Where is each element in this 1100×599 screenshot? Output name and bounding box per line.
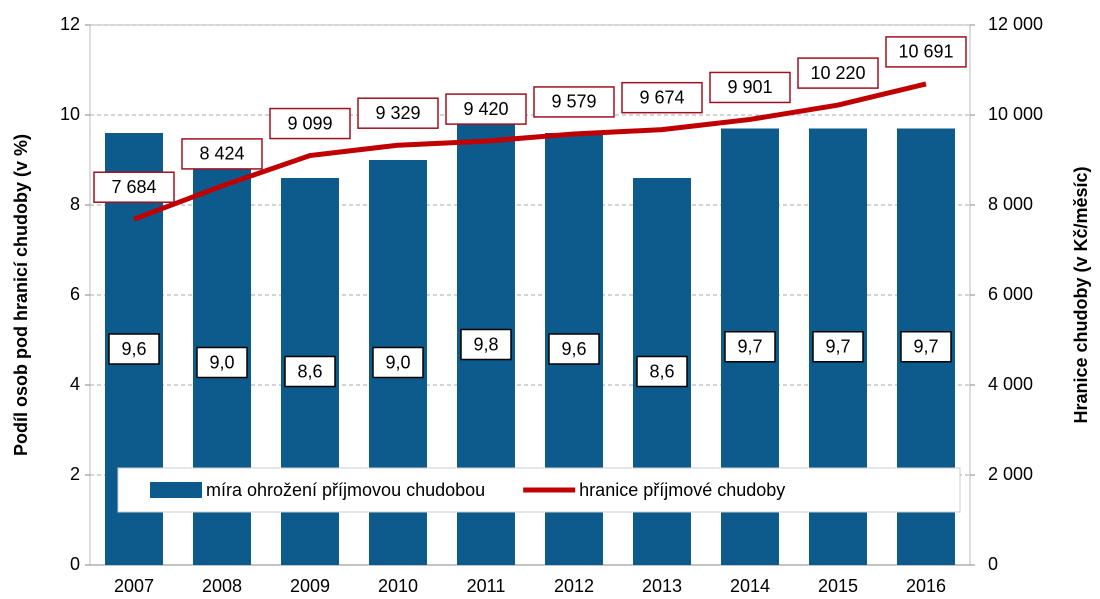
y2-tick-label: 4 000 — [988, 374, 1033, 394]
y2-tick-label: 12 000 — [988, 14, 1043, 34]
line-value-label-box — [93, 171, 175, 203]
legend-label: hranice příjmové chudoby — [579, 480, 785, 500]
y-tick-label: 6 — [70, 284, 80, 304]
bar-value-label-box — [460, 328, 512, 361]
x-tick-label: 2014 — [730, 576, 770, 596]
legend-swatch — [150, 482, 202, 498]
line-value-label: 9 329 — [375, 103, 420, 123]
bar-value-label-box — [372, 346, 424, 379]
bar-value-label: 9,7 — [825, 337, 850, 357]
bar-value-label: 9,8 — [473, 334, 498, 354]
line-value-label-box — [181, 138, 263, 170]
bar-value-label-box — [196, 346, 248, 379]
bar-value-label-box — [900, 331, 952, 363]
x-tick-label: 2008 — [202, 576, 242, 596]
bar-value-label: 9,6 — [561, 339, 586, 359]
line-value-label-box — [797, 57, 879, 89]
y2-tick-label: 0 — [988, 554, 998, 574]
y2-tick-label: 6 000 — [988, 284, 1033, 304]
y-tick-label: 2 — [70, 464, 80, 484]
line-value-label-box — [269, 107, 351, 140]
bar-value-label-box — [636, 355, 688, 388]
line-value-label: 9 420 — [463, 99, 508, 119]
line-value-label-box — [709, 71, 791, 104]
x-tick-label: 2009 — [290, 576, 330, 596]
x-tick-label: 2015 — [818, 576, 858, 596]
y2-tick-label: 10 000 — [988, 104, 1043, 124]
bar-value-label-box — [724, 331, 776, 363]
y-tick-label: 8 — [70, 194, 80, 214]
y2-tick-label: 8 000 — [988, 194, 1033, 214]
line-value-label: 9 099 — [287, 113, 332, 133]
x-tick-label: 2016 — [906, 576, 946, 596]
x-tick-label: 2007 — [114, 576, 154, 596]
line — [133, 81, 927, 222]
line-value-label: 9 579 — [551, 92, 596, 112]
y-tick-label: 12 — [60, 14, 80, 34]
y2-axis-label: Hranice chudoby (v Kč/měsíc) — [1071, 166, 1091, 423]
bar-value-label: 9,6 — [121, 339, 146, 359]
bar-value-label-box — [284, 355, 336, 388]
line-value-label-box — [621, 81, 703, 114]
line-value-label-box — [357, 97, 439, 129]
legend-label: míra ohrožení příjmovou chudobou — [206, 480, 485, 500]
bar-value-label: 9,7 — [913, 337, 938, 357]
y-axis-label: Podíl osob pod hranicí chudoby (v %) — [11, 134, 31, 456]
bar-value-label-box — [812, 331, 864, 363]
bar-value-label: 8,6 — [297, 361, 322, 381]
line-value-label-box — [533, 86, 615, 118]
bar-value-label: 9,7 — [737, 337, 762, 357]
bar-value-label: 9,0 — [385, 352, 410, 372]
line-value-label: 10 691 — [898, 42, 953, 62]
line-value-label: 9 901 — [727, 77, 772, 97]
line-value-label: 10 220 — [810, 63, 865, 83]
line-value-label: 9 674 — [639, 87, 684, 107]
y-tick-label: 10 — [60, 104, 80, 124]
bar-value-label-box — [548, 333, 600, 365]
bar-value-label: 8,6 — [649, 361, 674, 381]
line-value-label: 7 684 — [111, 177, 156, 197]
x-tick-label: 2011 — [467, 576, 506, 596]
bar-value-label: 9,0 — [209, 352, 234, 372]
y2-tick-label: 2 000 — [988, 464, 1033, 484]
x-tick-label: 2010 — [378, 576, 418, 596]
y-tick-label: 0 — [70, 554, 80, 574]
bar-value-label-box — [108, 333, 160, 365]
x-tick-label: 2013 — [642, 576, 682, 596]
line-value-label-box — [885, 36, 967, 68]
line-value-label-box — [445, 93, 527, 125]
line-value-label: 8 424 — [199, 144, 244, 164]
x-tick-label: 2012 — [554, 576, 594, 596]
y-tick-label: 4 — [70, 374, 80, 394]
